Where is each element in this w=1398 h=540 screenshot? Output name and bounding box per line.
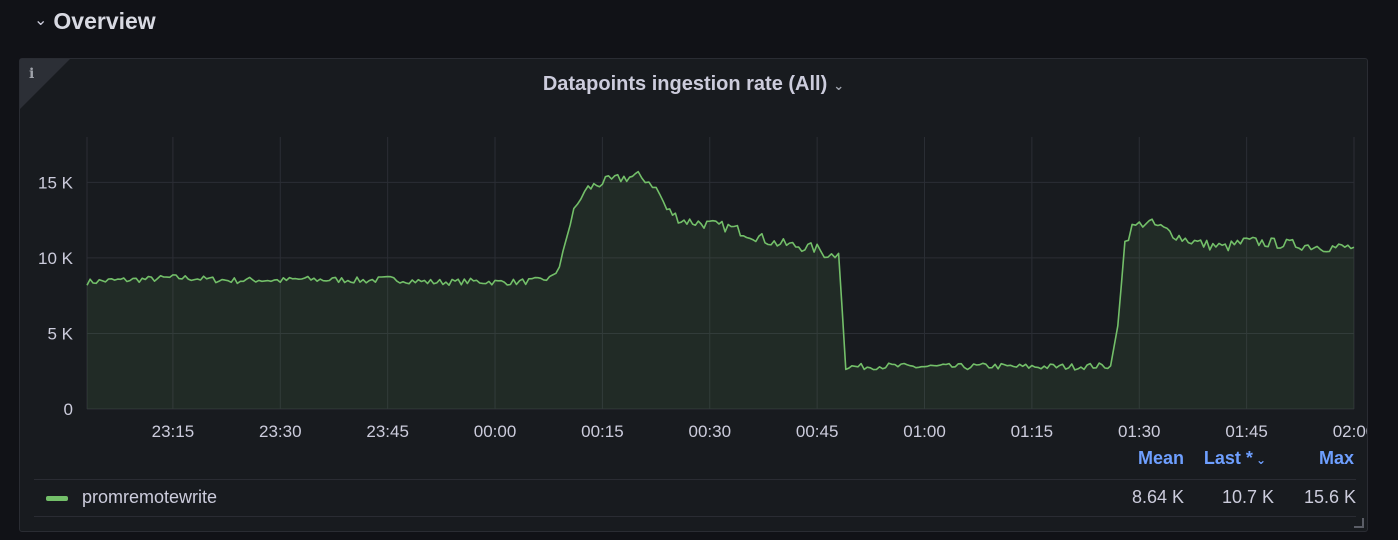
time-series-chart: 0 5 K 10 K 15 K 23:15 23:30 23:45 00:00 00:15 00…	[38, 137, 1367, 439]
legend-value-mean: 8.64 K	[1131, 487, 1184, 507]
x-tick-label: 23:15	[152, 422, 195, 439]
chart-area-fill	[87, 171, 1354, 409]
row-header-overview[interactable]: ⌄ Overview	[34, 6, 156, 36]
x-tick-label: 00:45	[796, 422, 839, 439]
legend-value-last: 10.7 K	[1221, 487, 1274, 507]
panel-resize-handle[interactable]	[1354, 518, 1364, 528]
series-area-promremotewrite	[87, 171, 1354, 409]
info-icon[interactable]: i	[29, 66, 35, 82]
legend-row[interactable]: promremotewrite 8.64 K 10.7 K 15.6 K	[34, 485, 1356, 511]
x-axis: 23:15 23:30 23:45 00:00 00:15 00:30 00:45 01:00…	[152, 422, 1367, 439]
row-title: Overview	[53, 7, 156, 34]
legend-series-swatch[interactable]	[46, 496, 68, 501]
legend-header-last[interactable]: Last * ⌄	[1188, 448, 1266, 472]
x-tick-label: 23:30	[259, 422, 302, 439]
y-tick-label: 15 K	[38, 173, 74, 192]
chevron-down-icon: ⌄	[34, 12, 48, 29]
x-tick-label: 01:45	[1225, 422, 1268, 439]
x-tick-label: 02:00	[1333, 422, 1367, 439]
y-tick-label: 10 K	[38, 249, 74, 268]
chevron-down-icon: ⌄	[833, 78, 845, 93]
legend-divider-bottom	[34, 516, 1356, 517]
legend-header-max[interactable]: Max	[1318, 448, 1354, 468]
legend-divider	[34, 479, 1356, 480]
legend-series-name[interactable]: promremotewrite	[82, 487, 218, 507]
panel-datapoints-ingestion-rate: i Datapoints ingestion rate (All) ⌄ 0 5 K 1…	[19, 58, 1368, 532]
x-tick-label: 00:00	[474, 422, 517, 439]
chart-grid	[86, 137, 1355, 410]
legend-header-last-label: Last *	[1203, 448, 1253, 468]
legend-header-mean[interactable]: Mean	[1137, 448, 1184, 468]
y-tick-label: 5 K	[47, 324, 73, 343]
legend-value-max: 15.6 K	[1303, 487, 1356, 507]
x-tick-label: 01:00	[903, 422, 946, 439]
x-tick-label: 23:45	[366, 422, 409, 439]
chevron-down-icon: ⌄	[1255, 453, 1266, 467]
y-tick-label: 0	[64, 400, 73, 419]
panel-title-text: Datapoints ingestion rate (All)	[542, 73, 828, 95]
panel-title[interactable]: Datapoints ingestion rate (All) ⌄	[20, 73, 1367, 96]
x-tick-label: 00:15	[581, 422, 624, 439]
x-tick-label: 00:30	[688, 422, 731, 439]
chart-series-line	[86, 170, 1355, 371]
x-tick-label: 01:30	[1118, 422, 1161, 439]
x-tick-label: 01:15	[1011, 422, 1054, 439]
series-line-promremotewrite	[86, 170, 1355, 371]
y-axis: 0 5 K 10 K 15 K	[38, 173, 74, 419]
panel-info-corner[interactable]	[20, 59, 70, 109]
